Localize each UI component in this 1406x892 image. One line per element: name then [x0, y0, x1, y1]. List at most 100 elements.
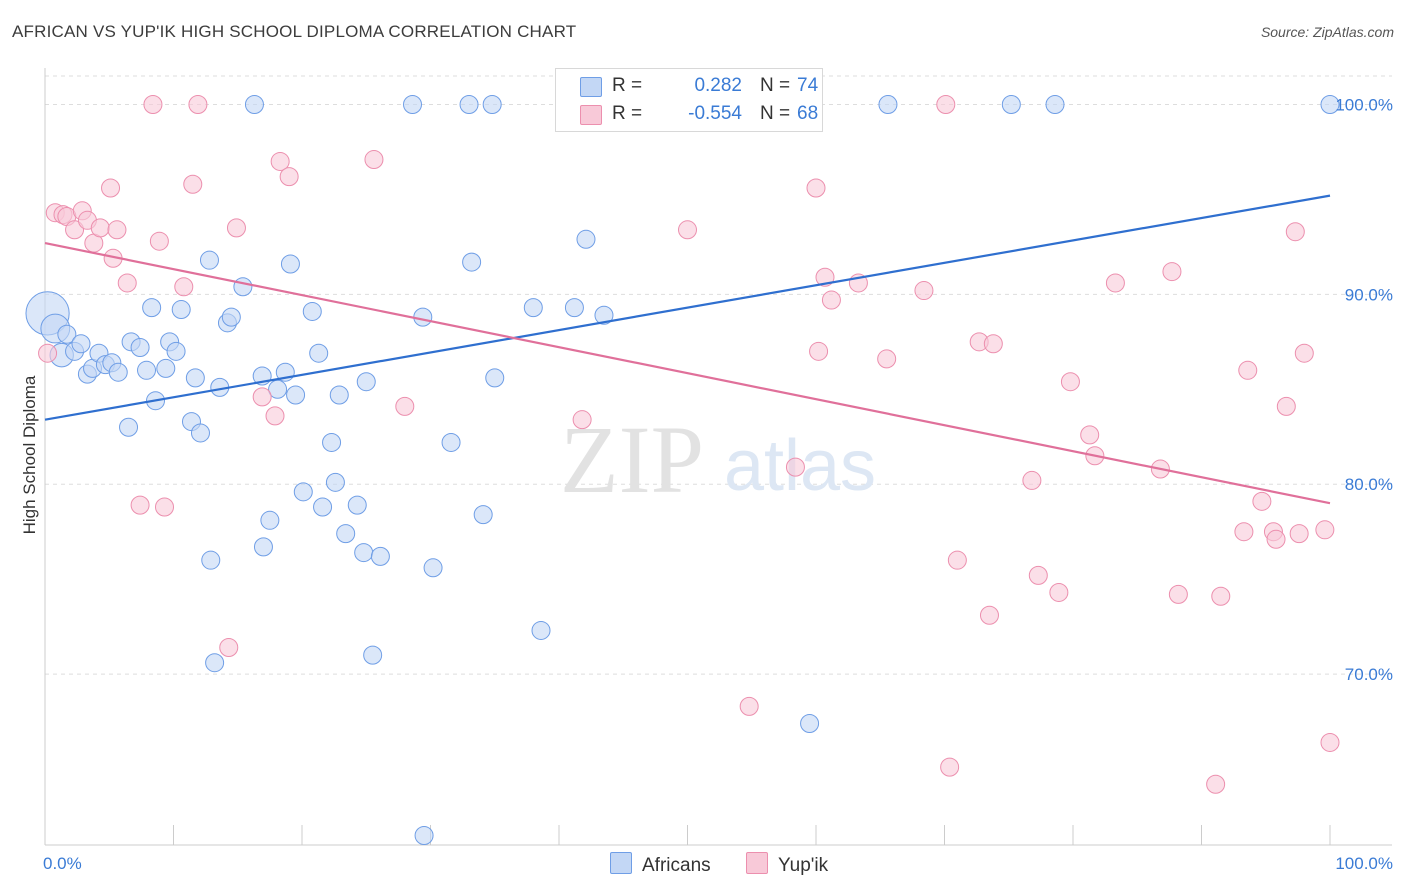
africans-point [142, 298, 162, 318]
africans-point [286, 385, 306, 405]
yupik-point [101, 178, 121, 198]
africans-point [201, 550, 221, 570]
africans-point [485, 368, 505, 388]
yupik-point [130, 495, 150, 515]
y-tick-label: 100.0% [1335, 95, 1393, 114]
africans-point [423, 558, 443, 578]
yupik-point [65, 220, 85, 240]
africans-point [199, 250, 219, 270]
yupik-point [149, 231, 169, 251]
africans-point [363, 645, 383, 665]
yupik-point [1022, 470, 1042, 490]
legend-n-label: N = [760, 103, 791, 124]
yupik-point [1206, 774, 1226, 794]
africans-point [253, 537, 273, 557]
yupik-point [806, 178, 826, 198]
africans-point [347, 495, 367, 515]
africans-point [309, 343, 329, 363]
yupik-point [1238, 360, 1258, 380]
africans-point [414, 826, 434, 846]
africans-point [71, 334, 91, 354]
africans-point [322, 432, 342, 452]
legend-n-value: 74 [797, 75, 819, 96]
yupik-point [947, 550, 967, 570]
legend-r-value: -0.554 [688, 103, 742, 124]
yupik-point [143, 94, 163, 114]
yupik-point [183, 174, 203, 194]
watermark: ZIP atlas [560, 406, 876, 513]
africans-point [171, 300, 191, 320]
bottom-legend-africans: Africans [610, 852, 711, 877]
africans-point [293, 482, 313, 502]
yupik-point [1252, 491, 1272, 511]
africans-point [403, 94, 423, 114]
yupik-point [117, 273, 137, 293]
tick-labels: 70.0% 80.0% 90.0% 100.0% 0.0% 100.0% [43, 95, 1393, 873]
africans-point [156, 358, 176, 378]
correlation-legend: R = 0.282 N = 74 R = -0.554 N = 68 [555, 68, 823, 132]
y-axis-title: High School Diploma [20, 375, 39, 534]
africans-point [370, 546, 390, 566]
yupik-point [364, 150, 384, 170]
yupik-point [1168, 584, 1188, 604]
trend-lines [44, 194, 1331, 505]
x-tick-label-min: 0.0% [43, 854, 82, 873]
yupik-point [877, 349, 897, 369]
yupik-trend-line [44, 242, 1331, 505]
africans-point [523, 298, 543, 318]
africans-point [185, 368, 205, 388]
africans-point [244, 94, 264, 114]
africans-point [268, 379, 288, 399]
africans-point [205, 653, 225, 673]
y-tick-label: 70.0% [1345, 665, 1393, 684]
yupik-point [815, 267, 835, 287]
yupik-point [38, 343, 58, 363]
y-tick-label: 80.0% [1345, 475, 1393, 494]
yupik-point [155, 497, 175, 517]
africans-point [221, 307, 241, 327]
africans-point [329, 385, 349, 405]
africans-point [130, 338, 150, 358]
yupik-point [809, 341, 829, 361]
legend-r-label: R = [612, 103, 643, 124]
yupik-point [1234, 522, 1254, 542]
yupik-point [983, 334, 1003, 354]
africans-point [302, 301, 322, 321]
africans-point [800, 713, 820, 733]
axis-layer [44, 68, 1392, 846]
africans-point [356, 372, 376, 392]
africans-point [166, 341, 186, 361]
bottom-legend-swatch-africans [610, 852, 632, 874]
africans-point [564, 298, 584, 318]
africans-point [482, 94, 502, 114]
yupik-point [279, 167, 299, 187]
africans-point [57, 324, 77, 344]
bottom-legend-yupik: Yup'ik [746, 852, 828, 877]
africans-point [531, 620, 551, 640]
africans-point [119, 417, 139, 437]
yupik-point [1266, 529, 1286, 549]
yupik-point [1315, 520, 1335, 540]
legend-n-label: N = [760, 75, 791, 96]
yupik-point [785, 457, 805, 477]
yupik-point [1289, 524, 1309, 544]
africans-point [1045, 94, 1065, 114]
africans-point [576, 229, 596, 249]
bottom-legend-swatch-yupik [746, 852, 768, 874]
africans-point [594, 305, 614, 325]
africans-point [1001, 94, 1021, 114]
legend-swatch-yupik [580, 105, 602, 125]
yupik-point [1162, 262, 1182, 282]
legend-r-label: R = [612, 75, 643, 96]
africans-point [280, 254, 300, 274]
yupik-point [572, 410, 592, 430]
africans-point [473, 505, 493, 525]
yupik-point [219, 638, 239, 658]
yupik-point [979, 605, 999, 625]
africans-point [1320, 94, 1340, 114]
africans-points [25, 94, 1340, 846]
yupik-point [1049, 582, 1069, 602]
yupik-point [1285, 222, 1305, 242]
yupik-point [739, 696, 759, 716]
